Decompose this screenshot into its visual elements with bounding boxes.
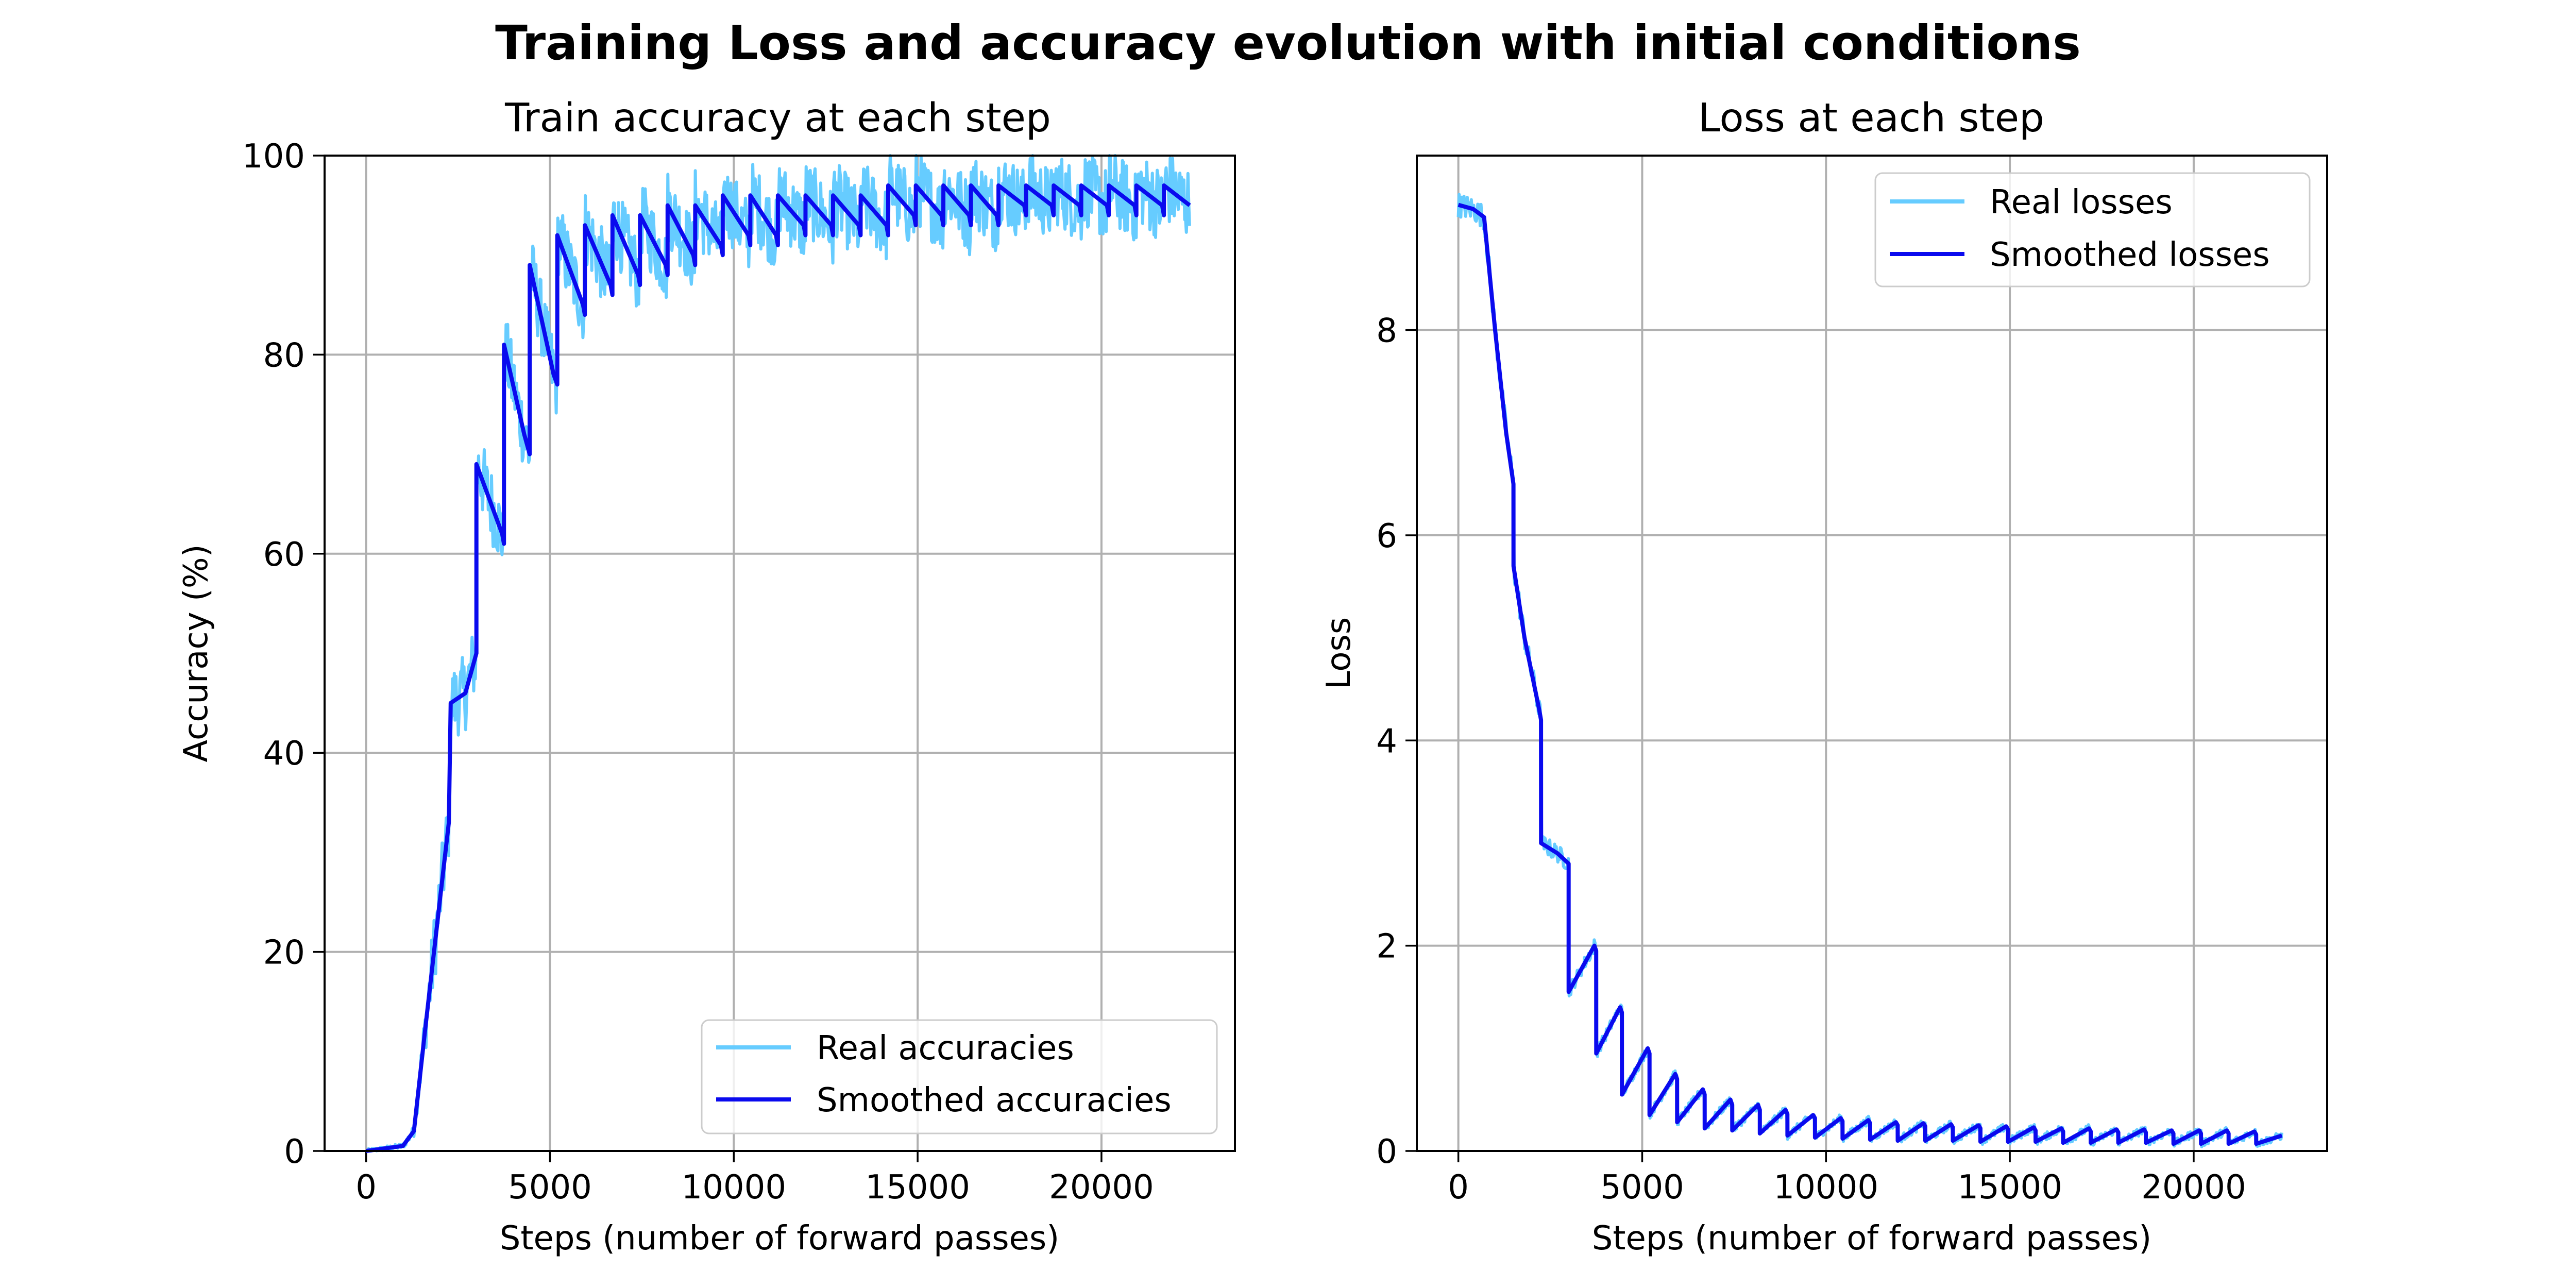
loss-x-tick-label: 5000: [1600, 1168, 1684, 1207]
accuracy-x-tick-label: 10000: [681, 1168, 786, 1207]
loss-legend: Real losses Smoothed losses: [1874, 172, 2311, 287]
loss-x-tick-label: 10000: [1773, 1168, 1878, 1207]
loss-series-smoothed-line: [1458, 202, 2283, 1146]
loss-x-tick-label: 0: [1448, 1168, 1469, 1207]
accuracy-y-tick-label: 20: [263, 934, 305, 972]
accuracy-x-tick-label: 5000: [508, 1168, 592, 1207]
loss-x-tick-label: 20000: [2141, 1168, 2246, 1207]
accuracy-y-ticks: 0 20 40 60 80 100: [242, 138, 325, 1171]
loss-panel: Loss at each step 0 5000 10000 15000 20000 0…: [1320, 95, 2328, 1258]
accuracy-x-tick-label: 15000: [865, 1168, 970, 1207]
accuracy-legend-box: [701, 1019, 1218, 1134]
accuracy-y-tick-label: 60: [263, 536, 305, 574]
accuracy-legend-real-label: Real accuracies: [817, 1029, 1074, 1067]
loss-y-tick-label: 0: [1376, 1133, 1397, 1171]
loss-legend-box: [1874, 172, 2311, 287]
accuracy-panel-title: Train accuracy at each step: [504, 95, 1051, 141]
loss-y-tick-label: 6: [1376, 517, 1397, 555]
accuracy-legend-smoothed-label: Smoothed accuracies: [817, 1081, 1172, 1120]
loss-y-tick-label: 4: [1376, 722, 1397, 760]
loss-panel-title: Loss at each step: [1698, 95, 2044, 141]
accuracy-x-axis-label: Steps (number of forward passes): [500, 1219, 1059, 1258]
accuracy-series: [365, 154, 1191, 1153]
accuracy-panel: Train accuracy at each step 0 5000 10000 15…: [177, 95, 1236, 1258]
loss-x-tick-label: 15000: [1957, 1168, 2062, 1207]
loss-x-axis-label: Steps (number of forward passes): [1592, 1219, 2151, 1258]
loss-series: [1456, 193, 2283, 1148]
loss-y-tick-label: 2: [1376, 928, 1397, 966]
accuracy-y-axis-label: Accuracy (%): [177, 544, 215, 762]
accuracy-x-tick-label: 20000: [1049, 1168, 1154, 1207]
accuracy-y-tick-label: 80: [263, 336, 305, 375]
loss-legend-smoothed-label: Smoothed losses: [1990, 236, 2270, 274]
accuracy-legend: Real accuracies Smoothed accuracies: [701, 1019, 1218, 1134]
accuracy-x-tick-label: 0: [355, 1168, 377, 1207]
loss-y-tick-label: 8: [1376, 312, 1397, 350]
loss-y-ticks: 0 2 4 6 8: [1376, 312, 1417, 1171]
accuracy-series-smoothed-line: [366, 183, 1191, 1153]
figure-title: Training Loss and accuracy evolution wit…: [495, 15, 2081, 71]
loss-axes-frame: [1416, 155, 2328, 1152]
loss-legend-real-label: Real losses: [1990, 183, 2173, 222]
accuracy-x-ticks: 0 5000 10000 15000 20000: [355, 1151, 1154, 1207]
accuracy-y-tick-label: 100: [242, 138, 305, 176]
loss-x-ticks: 0 5000 10000 15000 20000: [1448, 1151, 2246, 1207]
accuracy-axes-frame: [324, 155, 1236, 1152]
accuracy-y-tick-label: 0: [284, 1133, 305, 1171]
loss-y-axis-label: Loss: [1320, 617, 1358, 689]
accuracy-y-tick-label: 40: [263, 735, 305, 773]
